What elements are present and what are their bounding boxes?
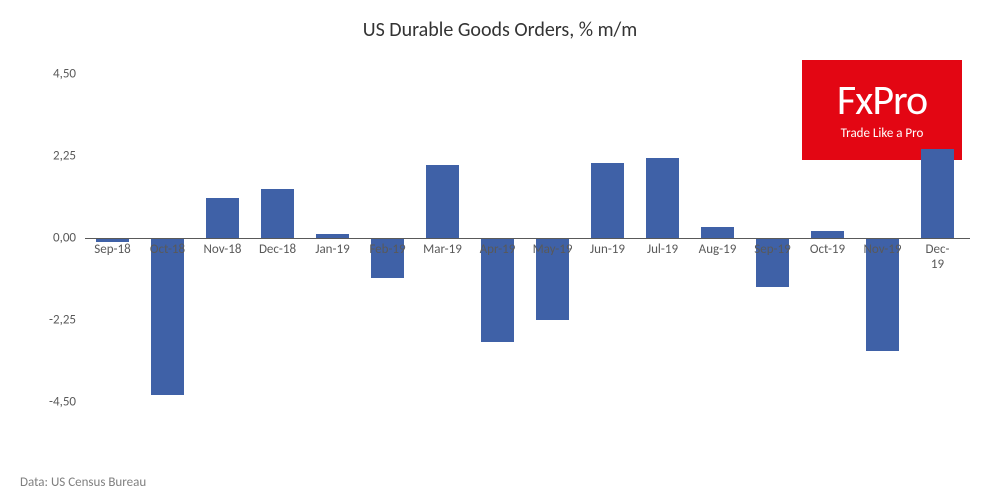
container: US Durable Goods Orders, % m/m FxPro Tra… [0,0,1000,500]
zero-axis-line [85,238,970,239]
x-axis-tick-label: Mar-19 [423,242,462,257]
x-axis-tick-label: Jan-19 [315,242,349,257]
bar [921,149,954,238]
bar [646,158,679,238]
x-axis-tick-label: Nov-19 [864,242,902,257]
bar [811,231,844,238]
x-axis-tick-label: Nov-18 [204,242,242,257]
y-axis-tick-label: -2,25 [30,313,76,328]
y-axis-tick-label: 2,25 [30,149,76,164]
y-axis-tick-label: 0,00 [30,231,76,246]
x-axis-tick-label: Feb-19 [369,242,405,257]
x-axis-tick-label: Oct-19 [810,242,845,257]
x-axis-tick-label: Dec-19 [921,242,954,272]
x-axis-tick-label: Sep-18 [94,242,130,257]
y-axis-tick-label: 4,50 [30,67,76,82]
bar [151,238,184,395]
x-axis-tick-label: Apr-19 [480,242,516,257]
bar [206,198,239,238]
y-axis-tick-label: -4,50 [30,395,76,410]
x-axis-tick-label: Oct-18 [150,242,185,257]
x-axis-tick-label: Dec-18 [259,242,296,257]
x-axis-tick-label: May-19 [533,242,573,257]
chart-title: US Durable Goods Orders, % m/m [20,18,980,42]
bar [426,165,459,238]
x-axis-tick-label: Jun-19 [590,242,625,257]
bar [701,227,734,238]
bar [261,189,294,238]
x-axis-tick-label: Sep-19 [754,242,790,257]
data-source-label: Data: US Census Bureau [20,475,146,490]
x-axis-tick-label: Aug-19 [699,242,737,257]
chart-area: -4,50 -2,25 0,00 2,25 4,50 Sep-18 Oct-18 Nov-18… [30,52,970,432]
bar [591,163,624,238]
x-axis-tick-label: Jul-19 [647,242,678,257]
